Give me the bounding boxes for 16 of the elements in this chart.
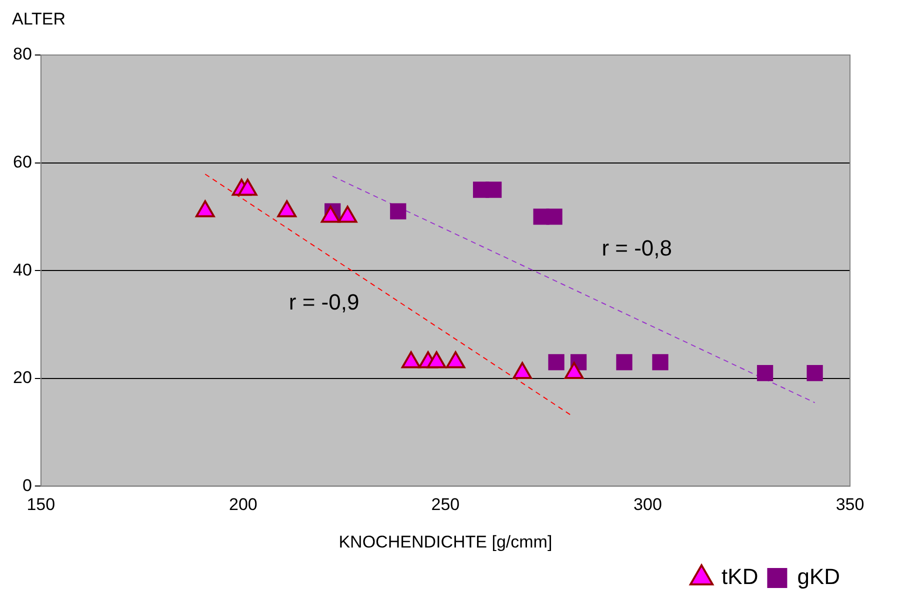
x-axis-title: KNOCHENDICHTE [g/cmm] <box>338 532 552 552</box>
y-tick-label: 60 <box>12 152 32 172</box>
x-tick-label: 150 <box>26 495 56 514</box>
x-tick-label: 300 <box>634 495 662 514</box>
y-tick-label: 0 <box>22 476 32 495</box>
y-tick-label: 40 <box>12 260 32 280</box>
x-tick-label: 350 <box>836 495 864 514</box>
y-tick-label: 80 <box>12 44 32 64</box>
y-tick-label: 20 <box>12 368 32 388</box>
y-axis-title: ALTER <box>12 10 66 29</box>
x-tick-label: 250 <box>431 495 460 514</box>
legend-label: gKD <box>797 564 840 590</box>
annotation: r = -0,9 <box>288 289 360 314</box>
annotation: r = -0,8 <box>602 236 672 261</box>
x-tick-label: 200 <box>228 495 258 514</box>
legend-label: tKD <box>722 564 758 590</box>
